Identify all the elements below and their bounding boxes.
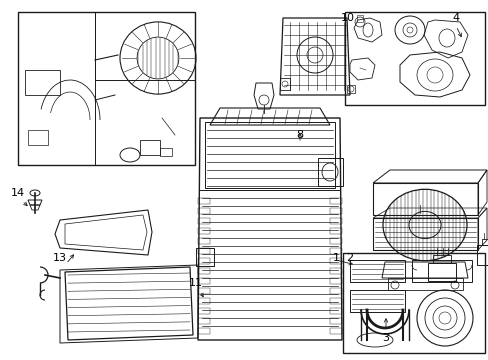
Text: 8: 8 (296, 130, 303, 140)
Text: 4: 4 (451, 13, 459, 23)
Bar (280, 78, 289, 90)
Bar (372, 218, 477, 250)
Bar (317, 158, 342, 186)
Bar (411, 260, 471, 282)
Bar (342, 253, 484, 353)
Bar (346, 85, 354, 93)
Bar (432, 255, 450, 263)
Bar (349, 290, 404, 312)
Text: 2: 2 (346, 253, 353, 263)
Text: 11: 11 (189, 278, 203, 288)
Bar (476, 245, 488, 265)
Bar (481, 239, 488, 245)
Bar (372, 183, 477, 215)
Text: 3: 3 (382, 333, 389, 343)
Bar (140, 140, 160, 155)
Text: 12: 12 (487, 255, 488, 265)
Bar (160, 148, 172, 156)
Bar (356, 15, 362, 22)
Bar (349, 260, 404, 282)
Text: 13: 13 (53, 253, 67, 263)
Bar (427, 263, 455, 281)
Bar (196, 248, 214, 266)
Bar (345, 12, 484, 105)
Text: 10: 10 (340, 13, 354, 23)
Bar (387, 278, 462, 290)
Bar (28, 130, 48, 145)
Text: 1: 1 (332, 253, 339, 263)
Text: 14: 14 (11, 188, 25, 198)
Bar (25, 70, 60, 95)
